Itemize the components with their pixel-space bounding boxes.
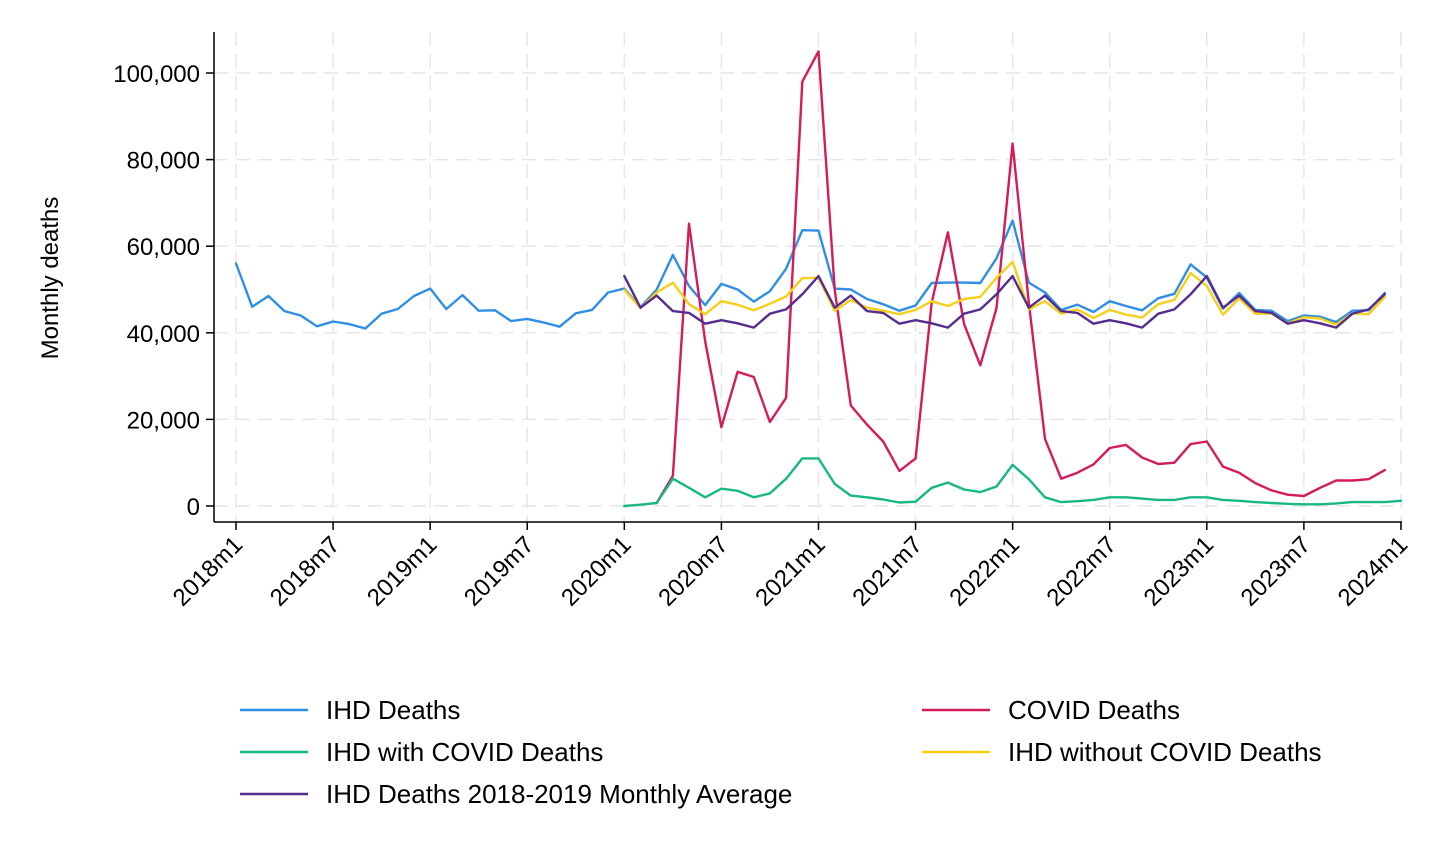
series-line-covid-deaths (655, 50, 1387, 505)
x-tick-label-10: 2023m1 (1139, 531, 1219, 611)
x-tick-label-8: 2022m1 (944, 531, 1024, 611)
y-tick-label-2: 40,000 (127, 321, 200, 348)
x-tick-label-1: 2018m7 (265, 531, 345, 611)
x-tick-label-7: 2021m7 (847, 531, 927, 611)
x-tick-label-0: 2018m1 (168, 531, 248, 611)
x-tick-label-6: 2021m1 (750, 531, 830, 611)
series-line-ihd-deaths-2018-2019-monthly-average (623, 274, 1387, 329)
legend-label-ihd-deaths: IHD Deaths (326, 695, 460, 725)
series-line-ihd-without-covid-deaths (623, 260, 1387, 326)
legend-label-ihd-deaths-2018-2019-monthly-average: IHD Deaths 2018-2019 Monthly Average (326, 779, 792, 809)
x-tick-label-5: 2020m7 (653, 531, 733, 611)
x-tick-label-4: 2020m1 (556, 531, 636, 611)
y-axis-title: Monthly deaths (37, 197, 64, 360)
x-tick-label-11: 2023m7 (1236, 531, 1316, 611)
x-tick-label-9: 2022m7 (1042, 531, 1122, 611)
x-tick-label-2: 2019m1 (362, 531, 442, 611)
y-tick-label-5: 100,000 (113, 61, 200, 88)
legend-label-ihd-with-covid-deaths: IHD with COVID Deaths (326, 737, 603, 767)
y-tick-label-4: 80,000 (127, 148, 200, 175)
series-line-ihd-deaths (234, 219, 1387, 330)
x-tick-label-12: 2024m1 (1333, 531, 1413, 611)
y-tick-label-1: 20,000 (127, 407, 200, 434)
series-line-ihd-with-covid-deaths (623, 457, 1403, 508)
y-tick-label-3: 60,000 (127, 234, 200, 261)
legend-label-ihd-without-covid-deaths: IHD without COVID Deaths (1008, 737, 1322, 767)
legend-label-covid-deaths: COVID Deaths (1008, 695, 1180, 725)
x-tick-label-3: 2019m7 (459, 531, 539, 611)
y-tick-label-0: 0 (187, 494, 200, 521)
